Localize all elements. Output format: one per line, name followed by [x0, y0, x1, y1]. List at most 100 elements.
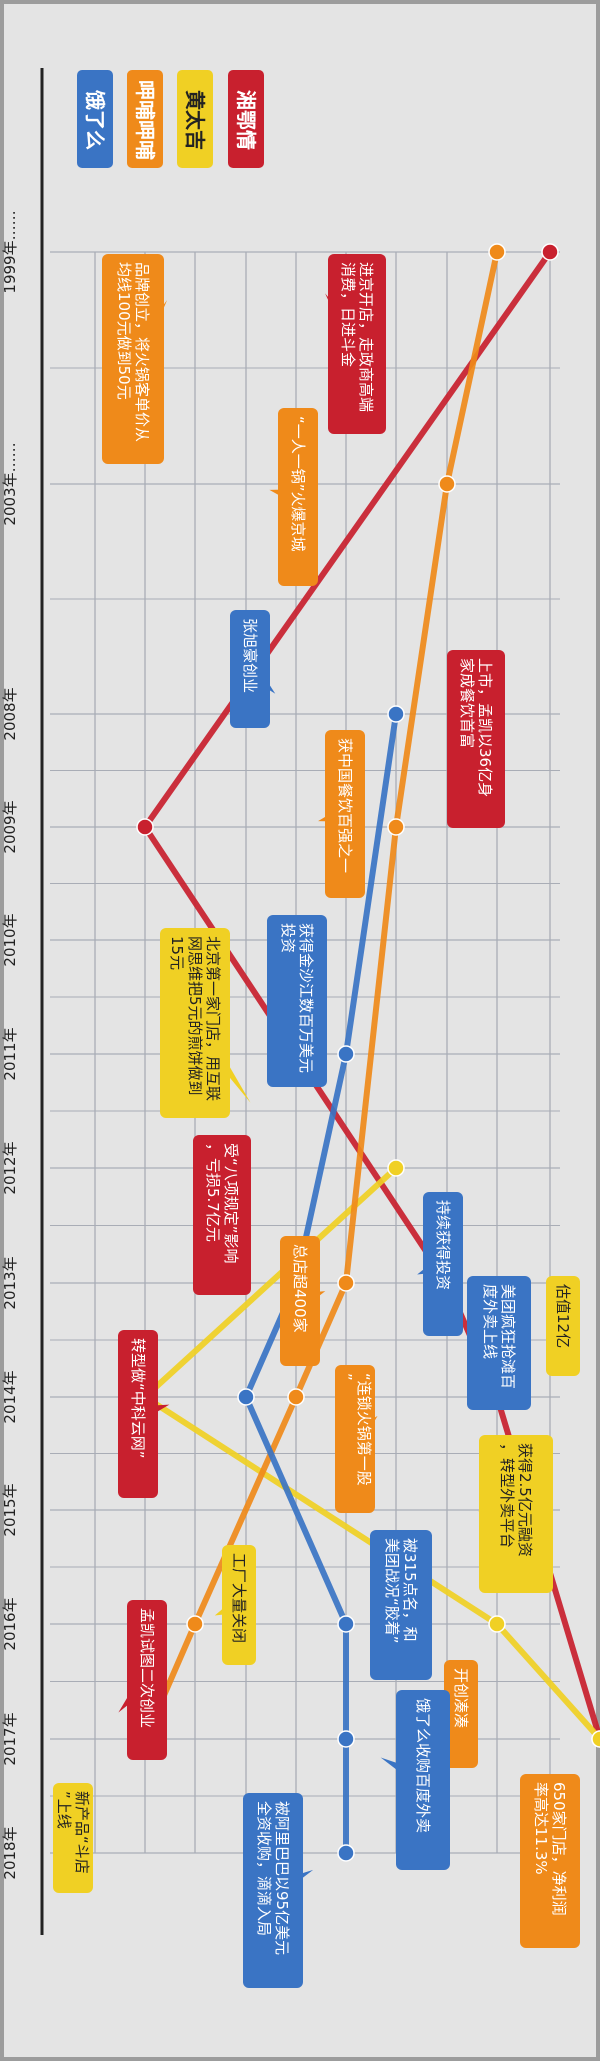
data-point [337, 1844, 355, 1862]
tick-label: 1999年…… [1, 210, 19, 293]
callout-text: 开创凑凑 [452, 1668, 470, 1728]
data-point [337, 1730, 355, 1748]
callout-box [118, 1330, 158, 1498]
tick-label: 2010年 [1, 913, 19, 966]
data-point [541, 243, 559, 261]
legend-label: 呷哺呷哺 [133, 80, 157, 160]
callout-box [335, 1365, 375, 1513]
legend-item: 呷哺呷哺 [127, 70, 163, 168]
callout-box [370, 1530, 432, 1680]
data-point [591, 1730, 600, 1748]
callout-text: 家成餐饮首富 [458, 658, 476, 748]
annotation-callout: 总店超400家 [280, 1236, 326, 1366]
tick-label: 2017年 [1, 1712, 19, 1765]
legend-swatch [127, 70, 163, 168]
callout-box [467, 1276, 531, 1410]
legend-item: 黄太吉 [177, 70, 213, 168]
legend-swatch [228, 70, 264, 168]
callout-text: 美团疯狂抢滩百 [499, 1284, 517, 1389]
callout-text: 全资收购，滴滴入局 [255, 1801, 273, 1936]
callout-text: 北京第一家门店，用互联 [204, 936, 222, 1101]
legend-swatch [77, 70, 113, 168]
data-point [237, 1388, 255, 1406]
callout-text: ，转型外卖平台 [498, 1443, 516, 1548]
callout-text: 孟凯试图二次创业 [138, 1608, 156, 1728]
tick-label: 2003年…… [1, 442, 19, 525]
callout-box [127, 1600, 167, 1760]
callout-text: 上市，孟凯以36亿身 [476, 658, 494, 797]
callout-text: 均线100元做到50元 [115, 262, 133, 400]
legend-label: 湘鄂情 [234, 90, 258, 150]
tick-label: 2016年 [1, 1597, 19, 1650]
callout-box [325, 730, 365, 898]
data-point [287, 1388, 305, 1406]
annotation-callout: “一人一锅”火爆京城 [269, 408, 318, 586]
data-point [337, 1274, 355, 1292]
callout-text: 总店超400家 [291, 1244, 309, 1333]
tick-label: 2015年 [1, 1483, 19, 1536]
callout-box [102, 254, 164, 464]
annotation-callout: 估值12亿 [546, 1276, 580, 1376]
callout-text: 被阿里巴巴以95亿美元 [273, 1801, 291, 1955]
callout-box [447, 650, 505, 828]
annotation-callout: 开创凑凑 [444, 1660, 478, 1768]
callout-box [546, 1276, 580, 1376]
callout-text: 投资 [279, 923, 297, 953]
callout-text: 进京开店，走政商高端 [357, 262, 375, 412]
data-point [488, 243, 506, 261]
annotation-callout: 获中国餐饮百强之一 [318, 730, 365, 898]
annotation-callout: 获得2.5亿元融资，转型外卖平台 [478, 1435, 553, 1593]
tick-label: 2018年 [1, 1826, 19, 1879]
callout-text: 15元 [168, 936, 186, 970]
annotation-callout: 孟凯试图二次创业 [118, 1600, 167, 1760]
callout-text: ，亏损5.7亿元 [204, 1143, 222, 1242]
data-point [438, 475, 456, 493]
callout-text: 获得金沙江数百万美元 [297, 923, 315, 1073]
legend-label: 饿了么 [83, 89, 107, 150]
callout-box [280, 1236, 320, 1366]
callout-text: 网思维把5元的煎饼做到 [186, 936, 204, 1096]
data-point [387, 818, 405, 836]
callout-text: 获得2.5亿元融资 [516, 1443, 534, 1557]
callout-text: 获中国餐饮百强之一 [336, 738, 354, 873]
tick-label: 2008年 [1, 687, 19, 740]
annotation-callout: 饿了么收购百度外卖 [380, 1690, 450, 1870]
callout-box [230, 610, 270, 728]
annotations: 进京开店，走政商高端消费，日进斗金上市，孟凯以36亿身家成餐饮首富受“八项规定”… [53, 254, 580, 1988]
legend-label: 黄太吉 [183, 90, 207, 150]
tick-label: 2013年 [1, 1256, 19, 1309]
data-point [337, 1045, 355, 1063]
callout-text: 转型做“中科云网” [129, 1338, 147, 1459]
callout-text: 张旭豪创业 [241, 618, 259, 693]
callout-text: 消费，日进斗金 [339, 262, 357, 367]
callout-text: 被315点名，和 [401, 1538, 419, 1642]
legend-item: 饿了么 [77, 70, 113, 168]
data-point [186, 1615, 204, 1633]
callout-text: ” [337, 1373, 355, 1381]
data-point [387, 705, 405, 723]
callout-text: “连锁火锅第一股 [355, 1373, 373, 1486]
callout-box [444, 1660, 478, 1768]
annotation-callout: 转型做“中科云网” [118, 1330, 170, 1498]
callout-text: ”上线 [55, 1791, 73, 1829]
tick-label: 2014年 [1, 1370, 19, 1423]
callout-box [423, 1192, 463, 1336]
data-point [488, 1615, 506, 1633]
callout-box [396, 1690, 450, 1870]
callout-box [520, 1774, 580, 1948]
callout-text: “一人一锅”火爆京城 [289, 416, 307, 552]
callout-text: 工厂大量关闭 [230, 1553, 248, 1643]
callout-box [222, 1545, 256, 1665]
callout-text: 受“八项规定”影响 [222, 1143, 240, 1264]
data-point [337, 1615, 355, 1633]
